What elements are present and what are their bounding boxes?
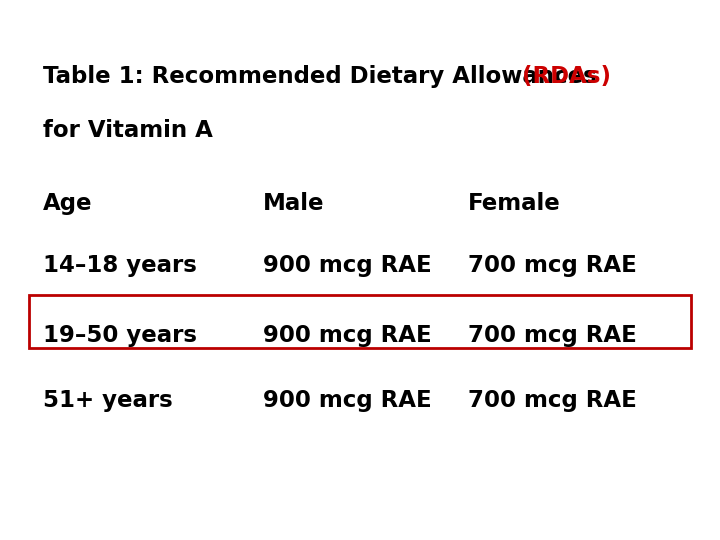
Text: 900 mcg RAE: 900 mcg RAE [263,324,431,347]
Text: 900 mcg RAE: 900 mcg RAE [263,254,431,277]
Text: 14–18 years: 14–18 years [43,254,197,277]
Text: 900 mcg RAE: 900 mcg RAE [263,389,431,412]
Text: Female: Female [468,192,561,215]
Text: 700 mcg RAE: 700 mcg RAE [468,324,636,347]
Text: 700 mcg RAE: 700 mcg RAE [468,254,636,277]
Text: 19–50 years: 19–50 years [43,324,197,347]
Text: Male: Male [263,192,324,215]
Text: (RDAs): (RDAs) [522,65,611,88]
Text: for Vitamin A: for Vitamin A [43,119,213,142]
Text: 51+ years: 51+ years [43,389,173,412]
Text: 700 mcg RAE: 700 mcg RAE [468,389,636,412]
Text: Table 1: Recommended Dietary Allowances: Table 1: Recommended Dietary Allowances [43,65,605,88]
Text: Age: Age [43,192,93,215]
